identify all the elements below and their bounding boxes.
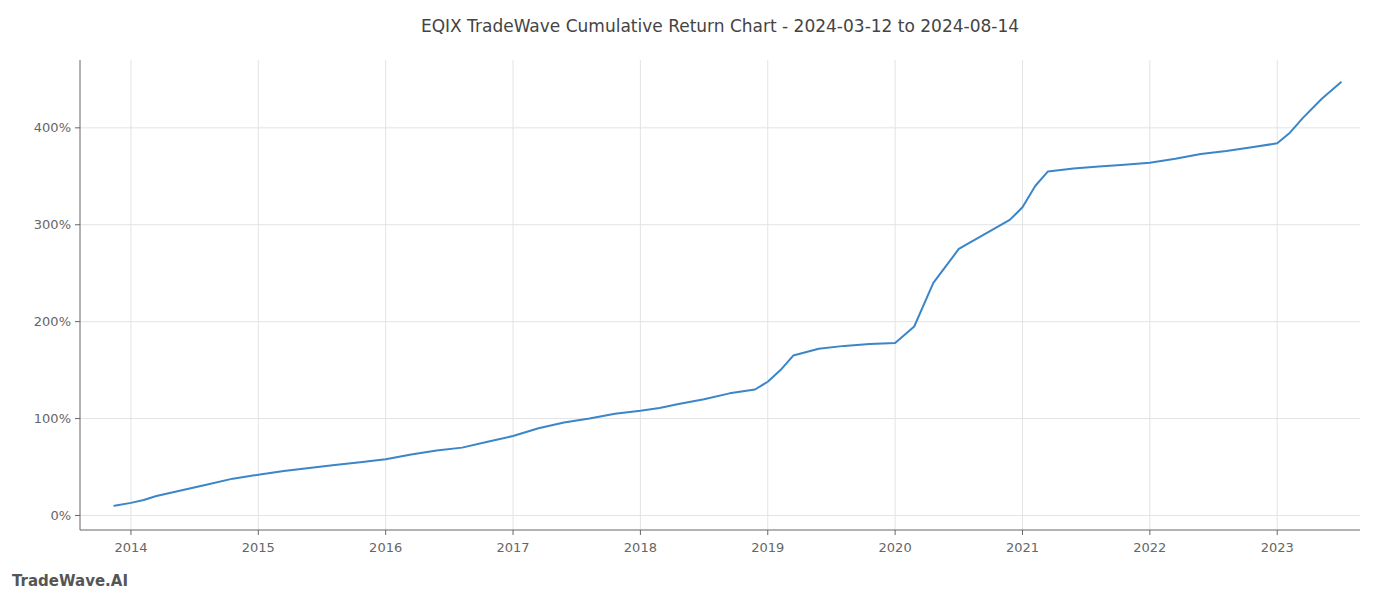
x-grid-line [1277,60,1278,530]
grid [80,60,1360,530]
x-tick [513,530,514,535]
x-tick [258,530,259,535]
x-tick-label: 2021 [1006,540,1039,555]
chart-svg: EQIX TradeWave Cumulative Return Chart -… [0,0,1400,600]
page: {"chart_data": { "type": "line", "title"… [0,0,1400,600]
y-tick [75,224,80,225]
x-tick [1022,530,1023,535]
x-grid-line [1149,60,1150,530]
title: EQIX TradeWave Cumulative Return Chart -… [421,16,1019,36]
x-tick [895,530,896,535]
y-grid-line [80,321,1360,322]
x-tick-label: 2017 [496,540,529,555]
x-tick [385,530,386,535]
y-tick-label: 400% [34,120,71,135]
x-grid-line [895,60,896,530]
x-tick-label: 2022 [1133,540,1166,555]
x-tick [767,530,768,535]
plot-area [114,82,1341,505]
x-grid-line [130,60,131,530]
x-grid-line [767,60,768,530]
y-tick-label: 200% [34,314,71,329]
x-tick [640,530,641,535]
y-tick [75,127,80,128]
y-grid-line [80,418,1360,419]
x-tick [1149,530,1150,535]
x-tick-label: 2020 [879,540,912,555]
x-tick-label: 2014 [114,540,147,555]
y-tick [75,418,80,419]
y-tick-label: 300% [34,217,71,232]
y-grid-line [80,224,1360,225]
chart-container: EQIX TradeWave Cumulative Return Chart -… [0,0,1400,600]
x-tick-label: 2015 [242,540,275,555]
x-tick-label: 2023 [1261,540,1294,555]
y-tick-label: 0% [50,508,71,523]
y-axis-line [80,60,81,530]
x-grid-line [1022,60,1023,530]
x-tick-label: 2018 [624,540,657,555]
y-grid-line [80,515,1360,516]
y-tick [75,321,80,322]
x-tick [130,530,131,535]
axes: 2014 2015 2016 2017 2018 2019 2020 2021 2022 2023… [34,60,1360,555]
y-grid-line [80,127,1360,128]
x-grid-line [258,60,259,530]
x-tick-label: 2016 [369,540,402,555]
y-tick-label: 100% [34,411,71,426]
line [114,82,1341,505]
x-tick-label: 2019 [751,540,784,555]
x-grid-line [513,60,514,530]
x-axis-line [80,530,1360,531]
watermark: TradeWave.AI [12,572,128,590]
x-grid-line [640,60,641,530]
y-tick [75,515,80,516]
x-tick [1277,530,1278,535]
